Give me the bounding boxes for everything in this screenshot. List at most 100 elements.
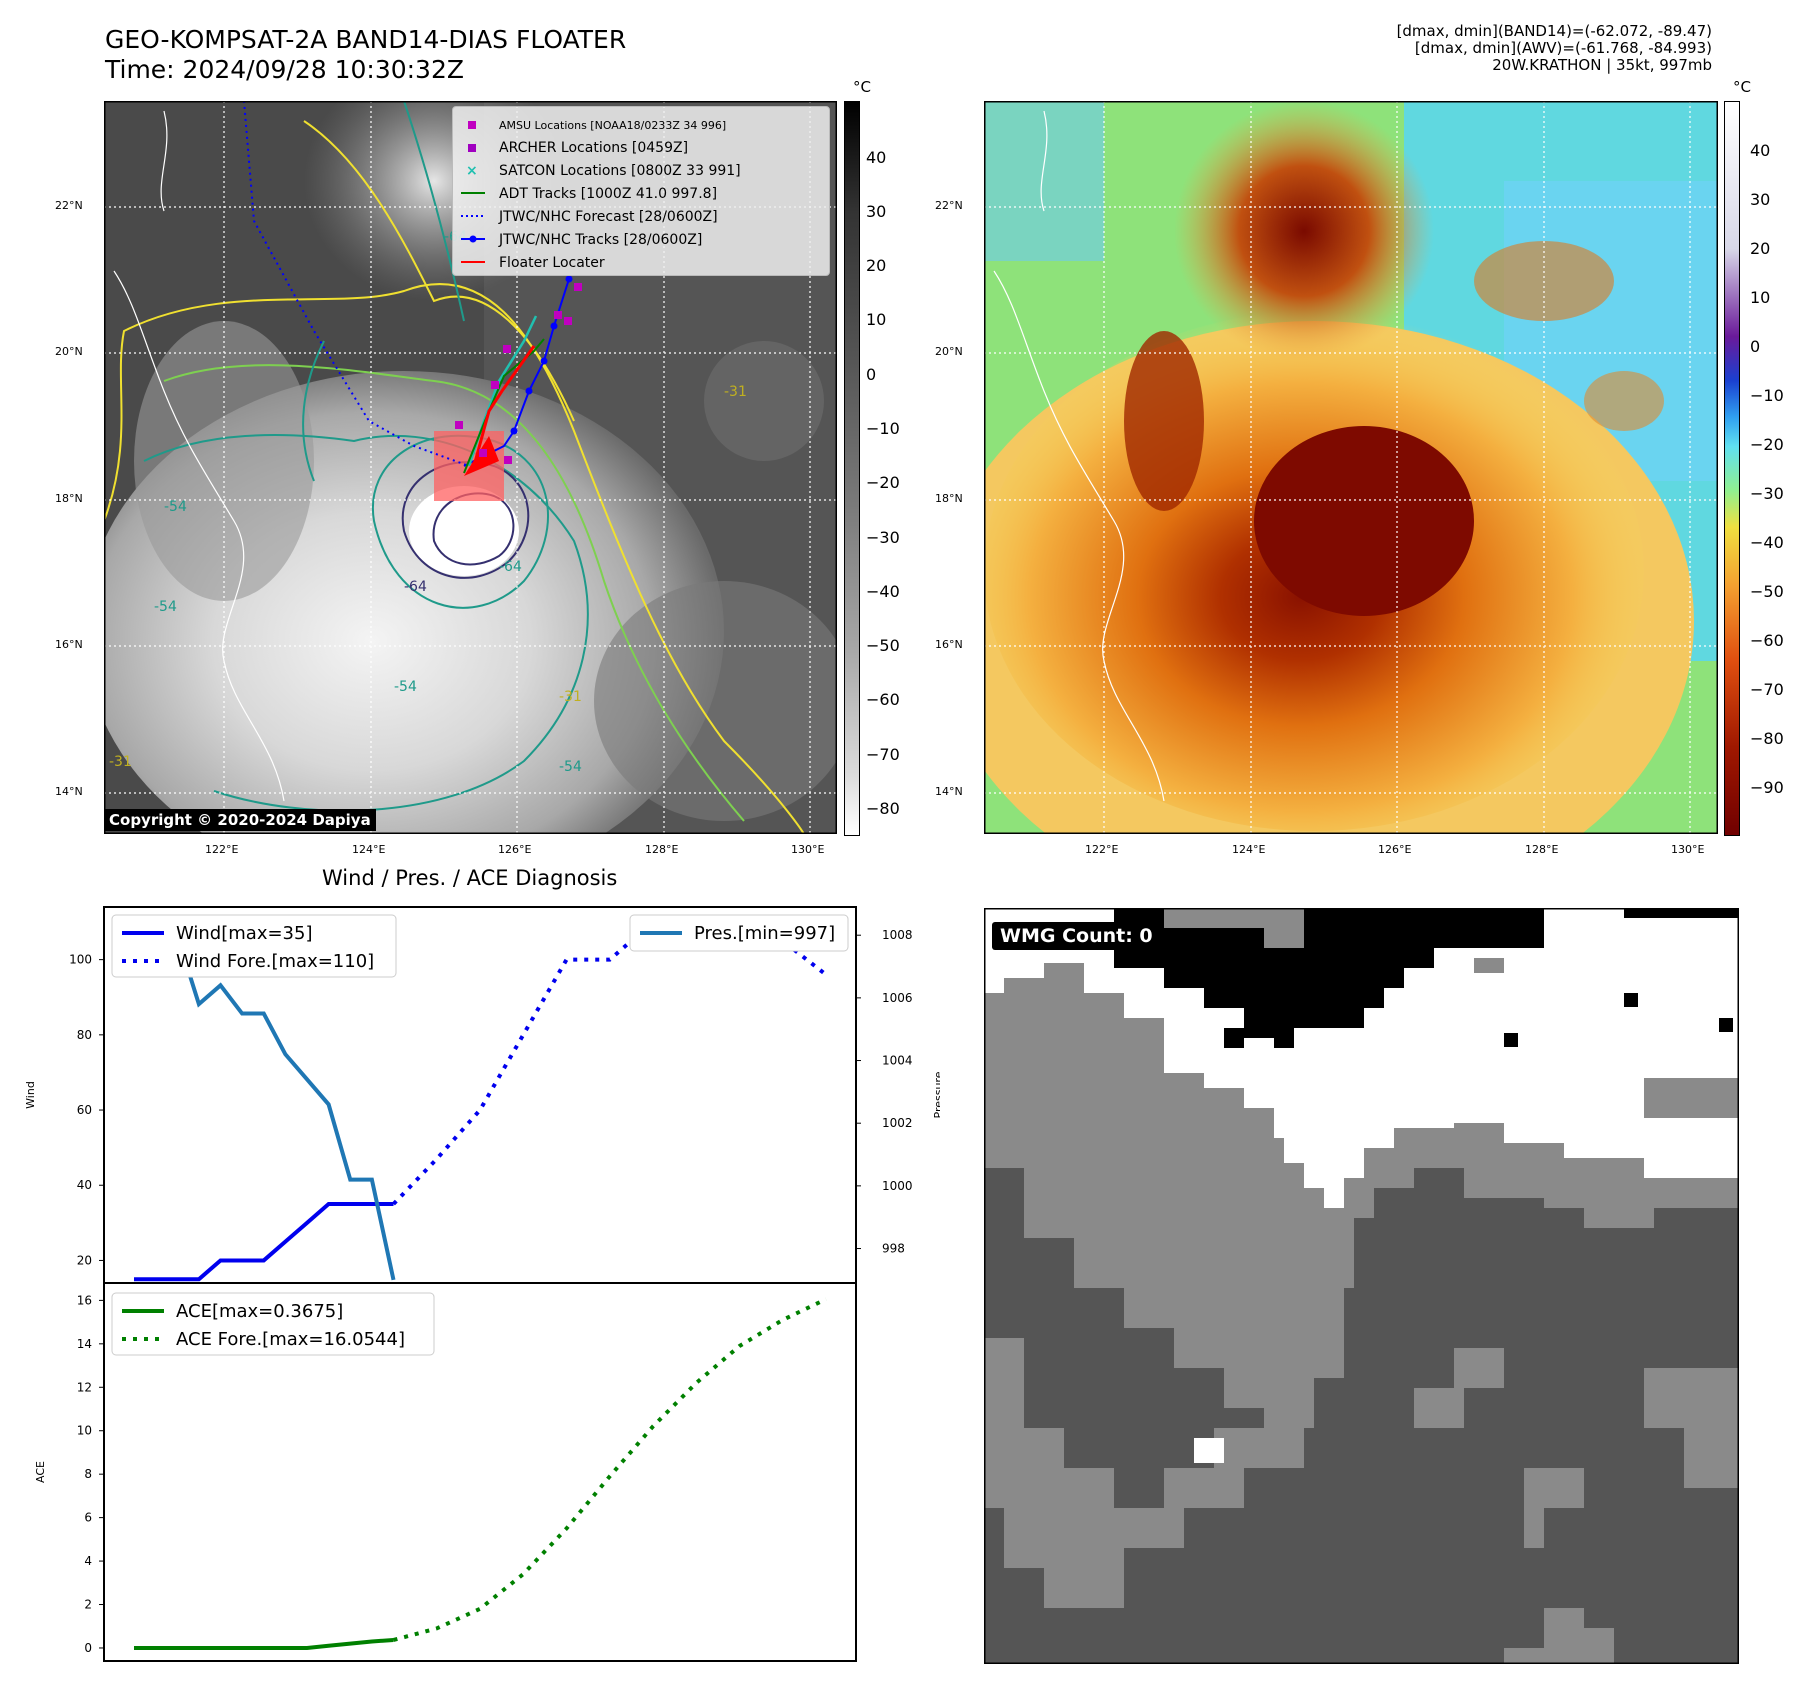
cb1-tick: −20	[866, 473, 900, 492]
legend-jtwc-tracks: JTWC/NHC Tracks [28/0600Z]	[498, 232, 702, 248]
lon-label: 128°E	[1525, 843, 1559, 856]
lat-label: 16°N	[935, 638, 963, 651]
ace-tick-label: 12	[77, 1380, 92, 1394]
map-legend: AMSU Locations [NOAA18/0233Z 34 996] ARC…	[452, 106, 830, 276]
lon-label: 128°E	[645, 843, 679, 856]
pressure-tick-label: 998	[882, 1242, 905, 1256]
lon-label: 122°E	[1085, 843, 1119, 856]
cb1-tick: −10	[866, 419, 900, 438]
cb1-tick: 10	[866, 310, 887, 329]
lat-label: 20°N	[935, 345, 963, 358]
legend-jtwc-forecast: JTWC/NHC Forecast [28/0600Z]	[498, 209, 718, 225]
legend-floater: Floater Locater	[499, 255, 605, 271]
pressure-legend-box	[629, 914, 849, 952]
cb2-tick: 30	[1750, 190, 1771, 209]
info-line-3: 20W.KRATHON | 35kt, 997mb	[1492, 56, 1712, 74]
lon-label: 126°E	[498, 843, 532, 856]
legend-label: ACE Fore.[max=16.0544]	[176, 1329, 405, 1350]
title-line-1: GEO-KOMPSAT-2A BAND14-DIAS FLOATER	[105, 25, 627, 54]
ace-legend-box	[111, 1292, 435, 1356]
series-line-wind	[134, 1202, 394, 1282]
series-line-pres-	[134, 933, 396, 1281]
contour-label: -31	[109, 754, 132, 770]
wind-axis-label: Wind	[24, 1081, 37, 1109]
cb2-tick: −30	[1750, 484, 1784, 503]
ace-tick-label: 2	[84, 1598, 92, 1612]
lon-label: 130°E	[791, 843, 825, 856]
cb2-tick: −50	[1750, 582, 1784, 601]
contour-label: -31	[724, 384, 747, 400]
cb1-tick: 40	[866, 148, 887, 167]
cb2-tick: −20	[1750, 435, 1784, 454]
svg-text:×: ×	[466, 163, 478, 179]
ace-tick-label: 14	[77, 1337, 92, 1351]
cb2-tick: −70	[1750, 680, 1784, 699]
lat-label: 14°N	[55, 785, 83, 798]
pressure-tick-label: 1006	[882, 991, 913, 1005]
lat-label: 18°N	[55, 492, 83, 505]
diagnosis-title: Wind / Pres. / ACE Diagnosis	[322, 866, 618, 890]
adt-track	[463, 338, 545, 474]
wind-tick-label: 100	[69, 953, 92, 967]
lon-label: 122°E	[205, 843, 239, 856]
lon-label: 124°E	[352, 843, 386, 856]
colorbar-2	[1724, 101, 1740, 836]
ace-tick-label: 8	[84, 1467, 92, 1481]
series-line-ace	[134, 1637, 394, 1650]
lat-label: 14°N	[935, 785, 963, 798]
contour-label: -64	[499, 559, 522, 575]
contour-label: -54	[559, 759, 582, 775]
wmg-panel	[984, 908, 1739, 1664]
cb1-tick: −40	[866, 582, 900, 601]
wind-legend-box	[111, 914, 397, 978]
intensity-info: [dmax, dmin](BAND14)=(-62.072, -89.47) […	[1397, 23, 1712, 74]
contour-label: -31	[559, 689, 582, 705]
lon-label: 126°E	[1378, 843, 1412, 856]
cb1-tick: 0	[866, 365, 877, 384]
cb1-tick: −30	[866, 528, 900, 547]
figure-title: GEO-KOMPSAT-2A BAND14-DIAS FLOATER Time:…	[105, 25, 626, 85]
lat-label: 20°N	[55, 345, 83, 358]
legend-label: Pres.[min=997]	[694, 923, 835, 944]
color-enhanced-map	[984, 101, 1718, 834]
ace-axis-label: ACE	[34, 1461, 47, 1483]
cb2-tick: −60	[1750, 631, 1784, 650]
lat-label: 22°N	[55, 199, 83, 212]
title-line-2: Time: 2024/09/28 10:30:32Z	[105, 55, 464, 84]
contour-label: -64	[404, 579, 427, 595]
lat-label: 16°N	[55, 638, 83, 651]
legend-satcon: SATCON Locations [0800Z 33 991]	[499, 163, 741, 179]
ace-tick-label: 10	[77, 1424, 92, 1438]
ace-tick-label: 0	[84, 1641, 92, 1655]
series-line-ace-fore-	[392, 1297, 827, 1642]
wmg-count-badge: WMG Count: 0	[992, 922, 1161, 950]
wind-tick-label: 40	[77, 1178, 92, 1192]
wind-tick-label: 80	[77, 1028, 92, 1042]
ace-tick-label: 16	[77, 1293, 92, 1307]
cb1-tick: −50	[866, 636, 900, 655]
ace-tick-label: 4	[84, 1554, 92, 1568]
cb2-tick: −80	[1750, 729, 1784, 748]
legend-label: Wind[max=35]	[176, 923, 313, 944]
pressure-tick-label: 1000	[882, 1179, 913, 1193]
cb2-tick: 40	[1750, 141, 1771, 160]
cb2-tick: 20	[1750, 239, 1771, 258]
legend-archer: ARCHER Locations [0459Z]	[499, 140, 688, 156]
colorbar-1	[844, 101, 860, 836]
cb2-tick: −90	[1750, 778, 1784, 797]
copyright-badge: Copyright © 2020-2024 Dapiya	[104, 809, 376, 831]
pressure-tick-label: 1002	[882, 1116, 913, 1130]
ace-panel	[103, 1282, 857, 1662]
contour-label: -54	[164, 499, 187, 515]
cb2-tick: 10	[1750, 288, 1771, 307]
pressure-axis-label: Pressure	[932, 1071, 940, 1118]
legend-label: Wind Fore.[max=110]	[176, 951, 374, 972]
cb1-tick: −80	[866, 799, 900, 818]
cb2-tick: 0	[1750, 337, 1761, 356]
cb2-tick: −10	[1750, 386, 1784, 405]
cb2-tick: −40	[1750, 533, 1784, 552]
lon-label: 130°E	[1671, 843, 1705, 856]
info-line-2: [dmax, dmin](AWV)=(-61.768, -84.993)	[1414, 39, 1712, 57]
lat-label: 18°N	[935, 492, 963, 505]
